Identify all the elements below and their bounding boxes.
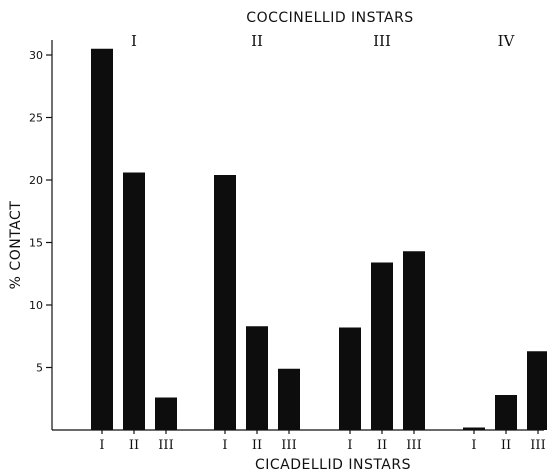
- group-label: IV: [498, 32, 516, 50]
- category-label: II: [252, 438, 262, 453]
- bar: [403, 251, 425, 430]
- chart-title: COCCINELLID INSTARS: [246, 10, 413, 26]
- group-label: I: [131, 32, 137, 50]
- category-labels: I II III I II III I II III I II III: [99, 430, 546, 453]
- y-ticks: 5 10 15 20 25 30: [29, 49, 52, 375]
- group-label: III: [373, 32, 391, 50]
- bar: [214, 175, 236, 430]
- y-tick-label: 5: [36, 362, 43, 375]
- y-tick-label: 10: [29, 299, 43, 312]
- category-label: III: [281, 438, 296, 453]
- bar: [278, 368, 300, 430]
- y-tick-label: 25: [29, 112, 43, 125]
- bars: [91, 48, 547, 430]
- group-label: II: [251, 32, 263, 50]
- bar: [495, 395, 517, 430]
- bar: [371, 262, 393, 430]
- bar: [246, 326, 268, 430]
- y-axis-label: % CONTACT: [8, 201, 24, 290]
- category-label: I: [222, 438, 227, 453]
- bar: [527, 351, 547, 430]
- category-label: III: [158, 438, 173, 453]
- category-label: II: [129, 438, 139, 453]
- bar: [463, 427, 485, 430]
- y-tick-label: 20: [29, 174, 43, 187]
- y-tick-label: 30: [29, 49, 43, 62]
- group-labels: I II III IV: [131, 32, 516, 50]
- category-label: III: [406, 438, 421, 453]
- category-label: I: [99, 438, 104, 453]
- category-label: I: [347, 438, 352, 453]
- category-label: II: [377, 438, 387, 453]
- bar: [155, 397, 177, 430]
- bar: [339, 327, 361, 430]
- category-label: I: [471, 438, 476, 453]
- y-tick-label: 15: [29, 237, 43, 250]
- x-axis-label: CICADELLID INSTARS: [255, 457, 411, 473]
- category-label: III: [530, 438, 545, 453]
- category-label: II: [501, 438, 511, 453]
- bar: [123, 172, 145, 430]
- bar: [91, 48, 113, 430]
